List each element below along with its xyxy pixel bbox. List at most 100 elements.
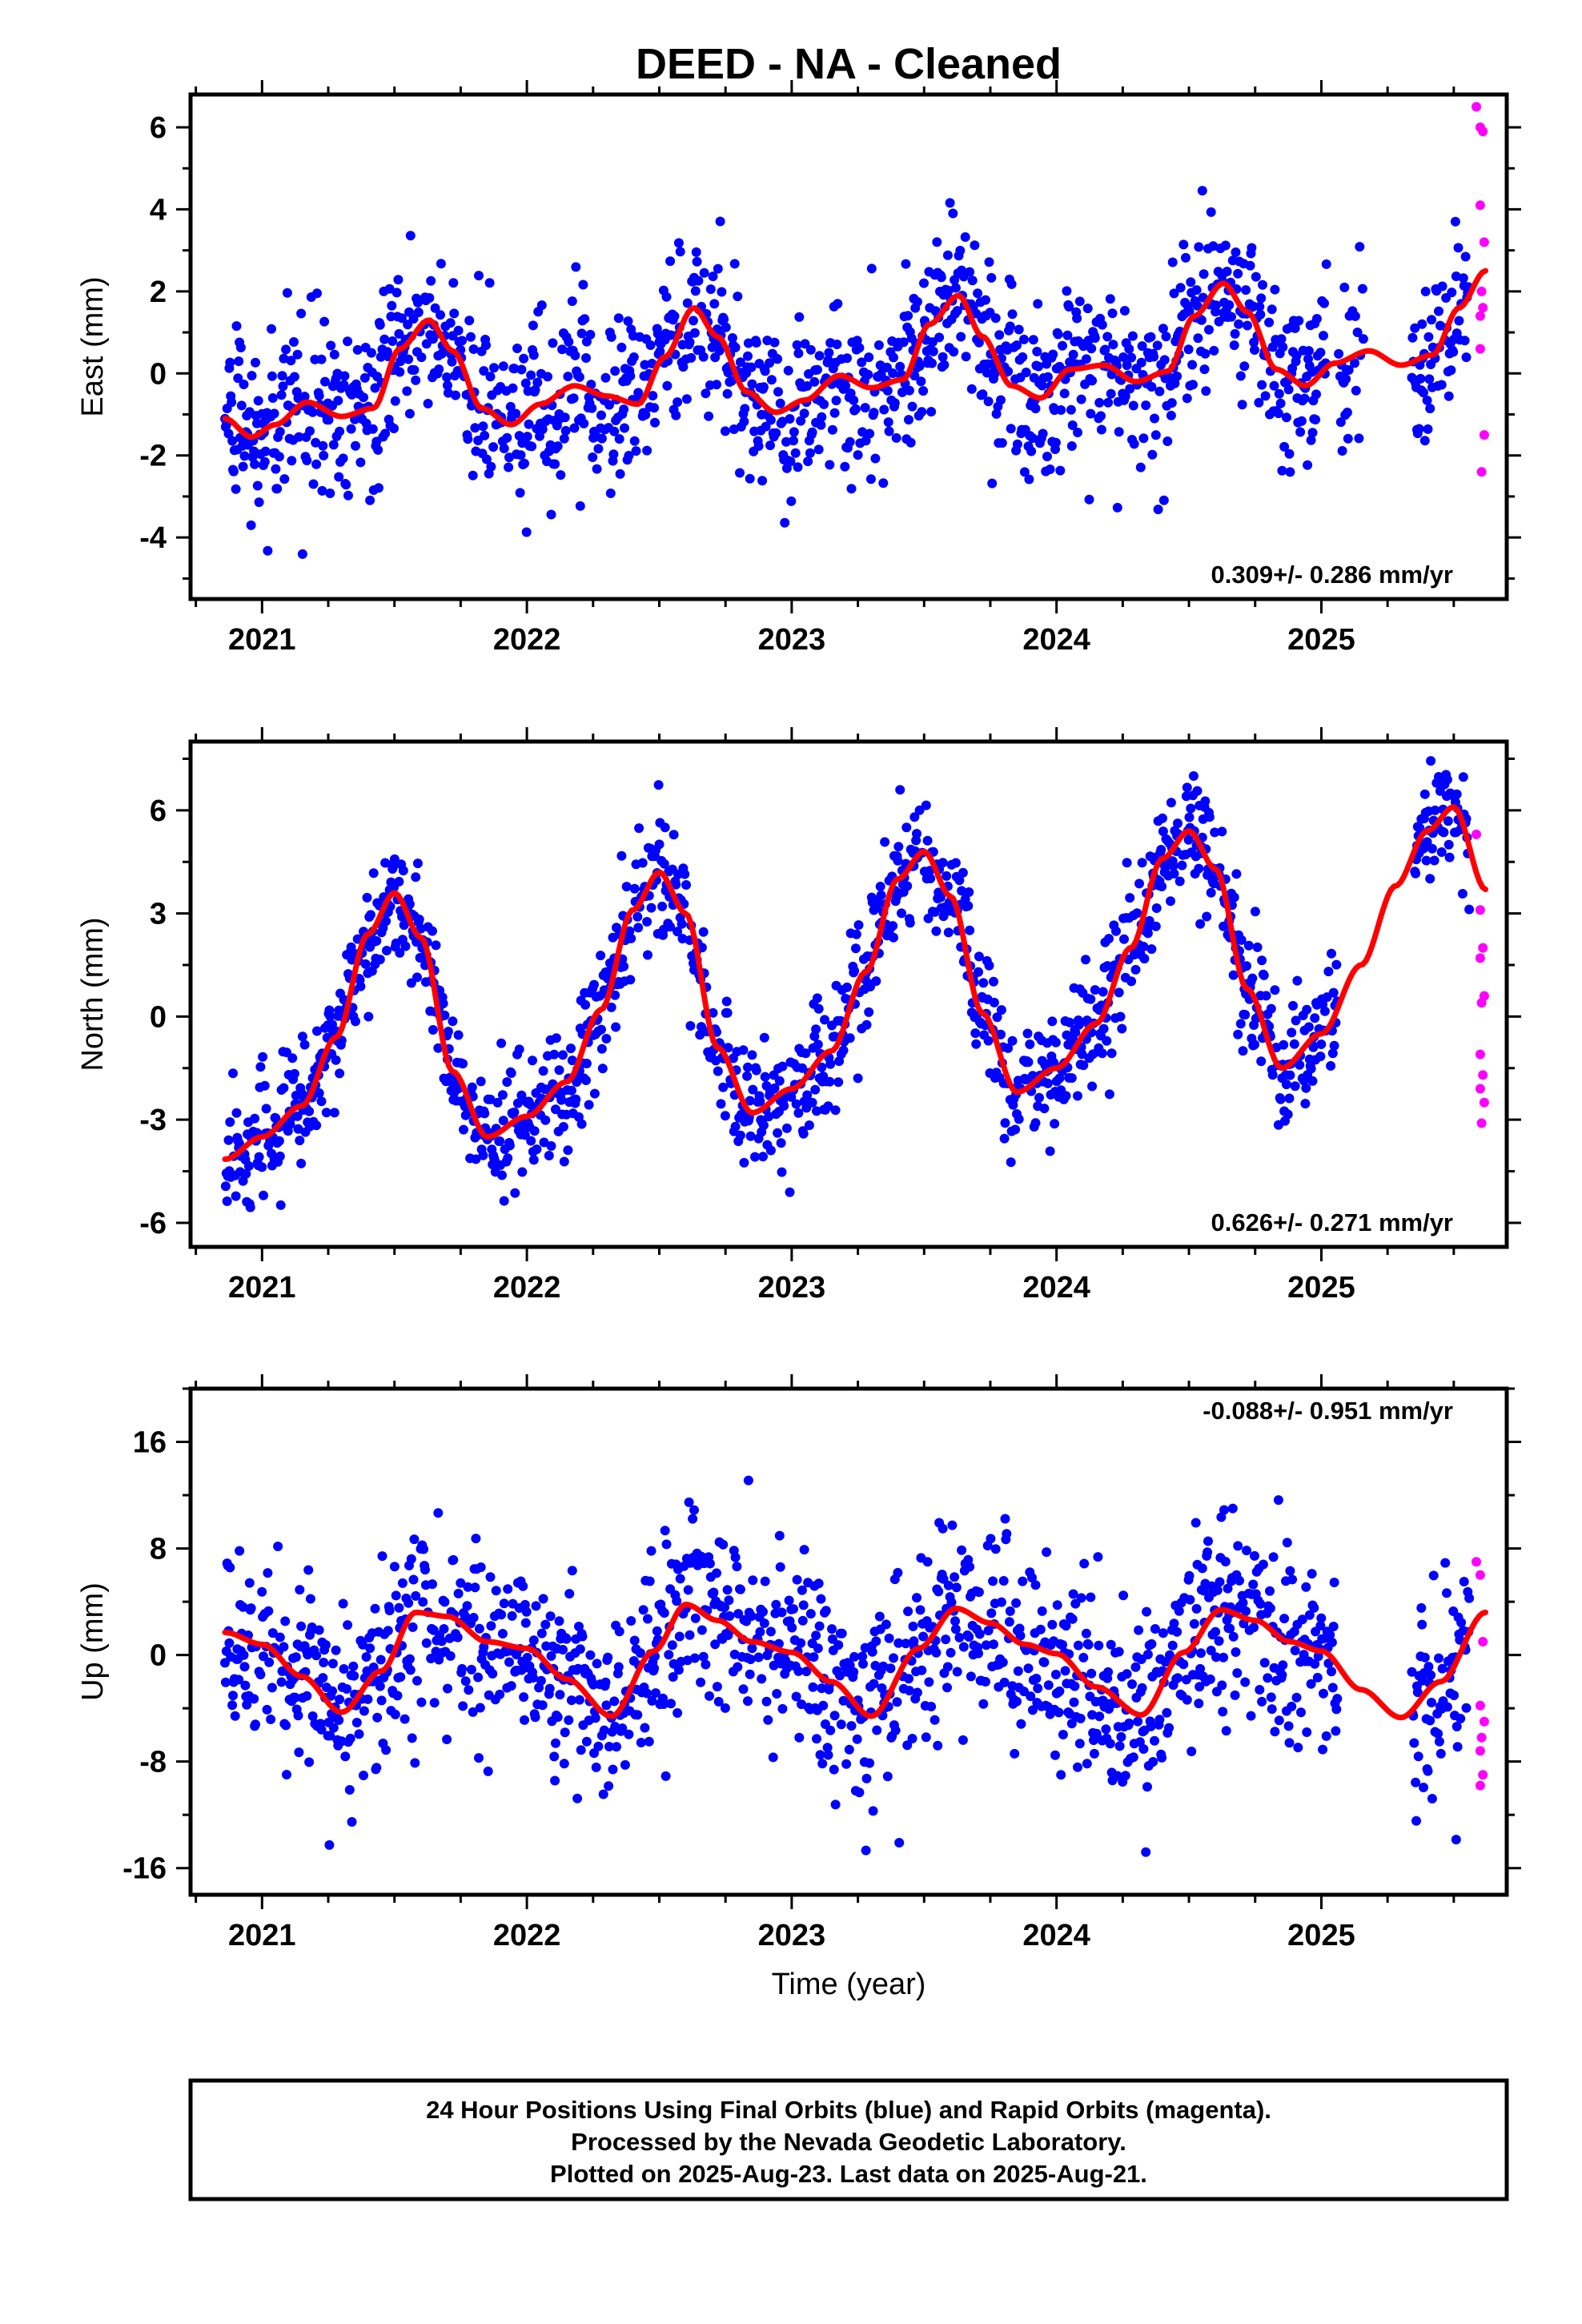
up-final-orbit-point — [1219, 1652, 1229, 1663]
east-final-orbit-point — [761, 421, 771, 432]
north-final-orbit-point — [440, 1010, 450, 1020]
east-final-orbit-point — [994, 330, 1005, 340]
up-final-orbit-point — [1005, 1606, 1015, 1616]
east-final-orbit-point — [391, 287, 402, 298]
north-final-orbit-point — [1086, 994, 1096, 1004]
east-final-orbit-point — [570, 350, 580, 360]
north-model-curve — [222, 804, 1488, 1162]
east-final-orbit-point — [1107, 308, 1118, 319]
east-final-orbit-point — [1147, 449, 1158, 460]
east-final-orbit-point — [1090, 333, 1100, 344]
east-final-orbit-point — [955, 245, 966, 255]
up-final-orbit-point — [1452, 1722, 1462, 1731]
up-final-orbit-point — [871, 1636, 881, 1647]
up-final-orbit-point — [1331, 1726, 1341, 1736]
up-final-orbit-point — [1212, 1585, 1223, 1595]
north-final-orbit-point — [611, 1022, 621, 1032]
east-final-orbit-point — [986, 272, 997, 283]
east-final-orbit-point — [520, 378, 531, 388]
east-final-orbit-point — [481, 340, 491, 351]
east-final-orbit-point — [443, 388, 453, 398]
east-final-orbit-point — [1087, 376, 1098, 386]
up-final-orbit-point — [1186, 1747, 1197, 1756]
up-final-orbit-point — [844, 1744, 854, 1755]
east-final-orbit-point — [1007, 309, 1018, 320]
up-final-orbit-point — [849, 1667, 859, 1677]
up-final-orbit-point — [239, 1650, 249, 1660]
east-final-orbit-point — [1053, 329, 1063, 340]
up-final-orbit-point — [981, 1677, 990, 1687]
east-final-orbit-point — [719, 314, 729, 324]
north-final-orbit-point — [1014, 1114, 1024, 1124]
up-final-orbit-point — [273, 1542, 283, 1551]
up-final-orbit-point — [861, 1845, 871, 1856]
east-final-orbit-point — [343, 490, 353, 501]
up-final-orbit-point — [986, 1608, 997, 1618]
up-final-orbit-point — [1240, 1677, 1251, 1687]
north-final-orbit-point — [798, 1128, 809, 1139]
north-final-orbit-point — [311, 1120, 322, 1131]
up-final-orbit-point — [503, 1584, 513, 1594]
east-final-orbit-point — [387, 300, 397, 311]
up-final-orbit-point — [407, 1733, 417, 1743]
north-final-orbit-point — [514, 1044, 524, 1055]
up-final-orbit-point — [464, 1685, 474, 1695]
north-final-orbit-point — [581, 1076, 591, 1085]
up-final-orbit-point — [521, 1606, 532, 1617]
north-final-orbit-point — [912, 829, 921, 838]
north-rapid-orbit-point — [1475, 1084, 1485, 1094]
up-final-orbit-point — [867, 1647, 877, 1657]
north-final-orbit-point — [1266, 1003, 1276, 1014]
up-final-orbit-point — [486, 1621, 496, 1631]
up-final-orbit-point — [942, 1662, 953, 1672]
up-final-orbit-point — [452, 1632, 463, 1642]
north-final-orbit-point — [368, 868, 379, 879]
east-final-orbit-point — [686, 352, 697, 363]
up-final-orbit-point — [1067, 1614, 1078, 1624]
up-final-orbit-point — [1419, 1652, 1430, 1663]
east-final-orbit-point — [1315, 348, 1326, 358]
east-final-orbit-point — [451, 390, 460, 400]
east-final-orbit-point — [633, 388, 644, 398]
east-final-orbit-point — [1303, 460, 1313, 470]
east-final-orbit-point — [1239, 361, 1250, 372]
up-final-orbit-point — [745, 1669, 755, 1679]
up-final-orbit-point — [426, 1654, 436, 1663]
north-x-tick-label: 2022 — [493, 1271, 561, 1305]
up-final-orbit-point — [585, 1650, 596, 1660]
north-final-orbit-point — [1443, 816, 1453, 826]
east-final-orbit-point — [305, 426, 315, 436]
up-final-orbit-point — [907, 1734, 917, 1743]
north-final-orbit-point — [512, 1098, 523, 1108]
up-final-orbit-point — [660, 1526, 670, 1536]
up-final-orbit-point — [1127, 1679, 1137, 1689]
east-final-orbit-point — [1275, 398, 1286, 408]
north-final-orbit-point — [793, 1108, 804, 1118]
east-final-orbit-point — [1341, 374, 1351, 384]
up-final-orbit-point — [400, 1714, 410, 1724]
north-final-orbit-point — [1430, 805, 1440, 815]
east-final-orbit-point — [239, 380, 249, 389]
up-final-orbit-point — [612, 1742, 621, 1752]
up-final-orbit-point — [358, 1639, 368, 1650]
up-final-orbit-point — [343, 1620, 353, 1630]
east-final-orbit-point — [279, 474, 290, 485]
east-final-orbit-point — [1423, 332, 1434, 342]
east-final-orbit-point — [1357, 283, 1367, 294]
up-final-orbit-point — [1257, 1696, 1267, 1707]
north-final-orbit-point — [1184, 812, 1195, 822]
up-final-orbit-point — [1073, 1762, 1082, 1772]
east-final-orbit-point — [934, 332, 945, 343]
north-final-orbit-point — [506, 1068, 516, 1078]
up-final-orbit-point — [530, 1712, 540, 1723]
up-final-orbit-point — [235, 1546, 245, 1556]
east-rapid-orbit-point — [1475, 344, 1485, 354]
up-final-orbit-point — [520, 1715, 529, 1725]
east-final-orbit-point — [863, 369, 873, 380]
north-final-orbit-point — [665, 922, 676, 932]
north-final-orbit-point — [589, 979, 599, 990]
north-final-orbit-point — [1188, 771, 1199, 781]
east-final-orbit-point — [299, 392, 310, 402]
north-final-orbit-point — [681, 880, 691, 890]
